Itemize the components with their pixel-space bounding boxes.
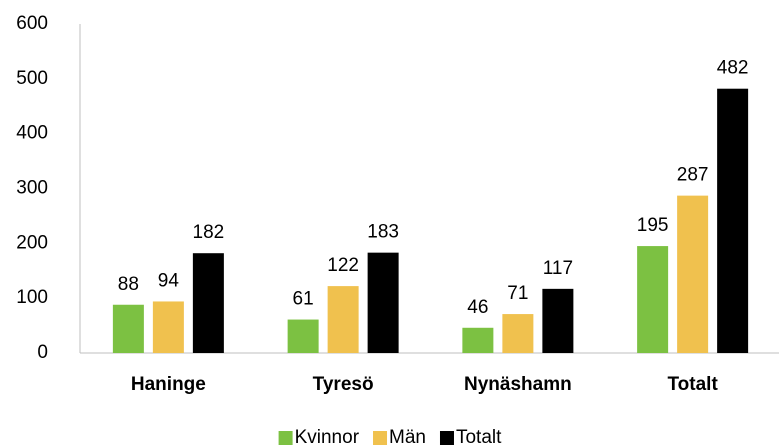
legend-swatch [278,431,293,445]
y-tick-label: 0 [37,342,48,363]
legend-label: Totalt [456,427,502,448]
y-tick-label: 300 [16,178,48,199]
legend-label: Kvinnor [295,427,360,448]
data-label: 482 [717,58,749,79]
data-label: 88 [118,274,139,295]
y-tick-label: 500 [16,68,48,89]
legend-swatch [439,431,454,445]
x-tick-label: Totalt [667,374,718,395]
x-tick-label: Nynäshamn [464,374,572,395]
bar [327,286,359,353]
bar [462,327,494,353]
bar [637,246,669,353]
bar [367,252,399,353]
data-label: 94 [158,270,180,291]
data-label: 122 [327,255,359,276]
x-tick-label: Haninge [131,374,206,395]
data-label: 117 [543,258,573,279]
bar [192,253,224,353]
bar [677,195,709,353]
bar [287,319,319,353]
bar [542,288,574,353]
bar [152,301,184,353]
y-tick-label: 100 [16,287,48,308]
y-tick-label: 200 [16,232,48,253]
x-tick-label: Tyresö [313,374,374,395]
legend-label: Män [389,427,426,448]
data-label: 182 [193,222,225,243]
data-label: 195 [637,215,669,236]
data-label: 46 [467,297,488,318]
bar [502,314,534,353]
legend-swatch [373,431,388,445]
bar [717,88,749,353]
bar [112,304,144,353]
y-tick-label: 400 [16,123,48,144]
data-label: 71 [507,283,528,304]
data-label: 183 [367,222,399,243]
data-label: 287 [677,165,709,186]
y-tick-label: 600 [16,13,48,34]
data-label: 61 [293,289,314,310]
